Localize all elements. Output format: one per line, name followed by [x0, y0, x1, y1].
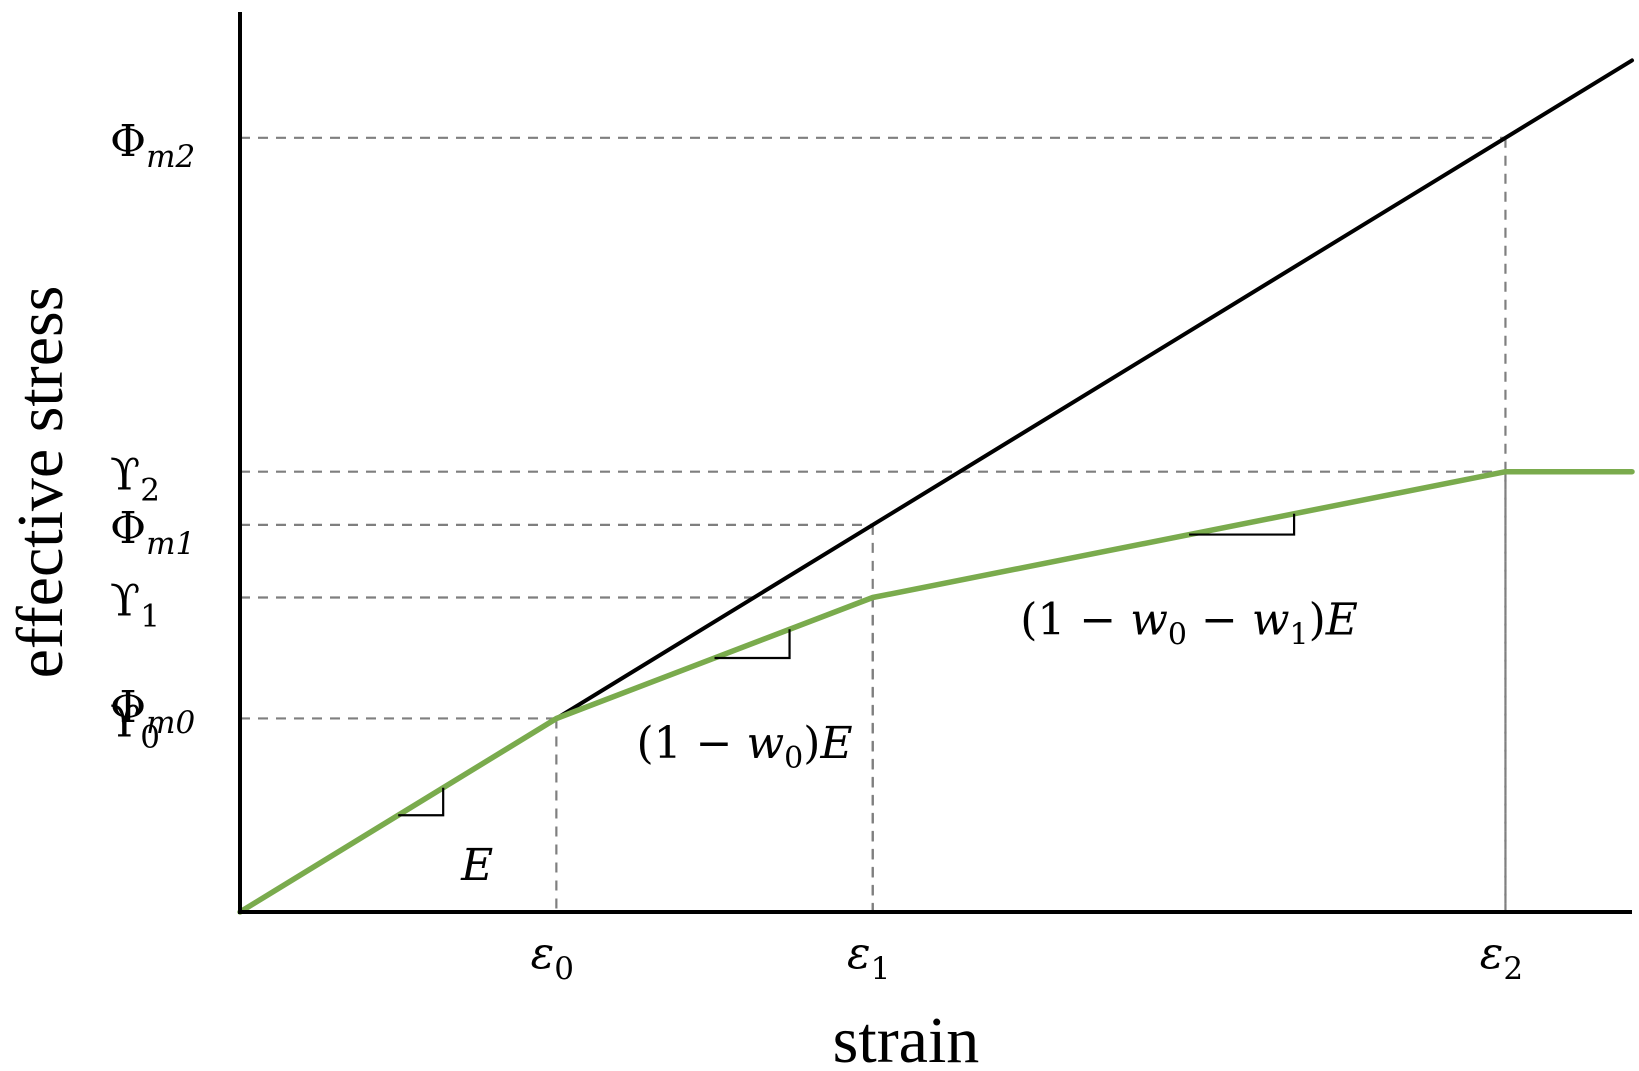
y-tick-label-3-symbol: ϒ — [110, 575, 140, 626]
slope-triangles — [398, 513, 1296, 817]
slope-label-part: (1 − — [1020, 595, 1130, 646]
slope-label-1: (1 − w0)E — [637, 718, 853, 776]
slope-label-part: E — [460, 840, 493, 891]
y-tick-label-5-symbol: ϒ — [110, 696, 140, 747]
slope-label-part: − — [1187, 595, 1252, 646]
y-tick-label-3: ϒ1 — [110, 575, 160, 634]
y-tick-label-4: Φm0 — [110, 682, 195, 741]
x-tick-label-0: ε0 — [531, 928, 574, 987]
slope-label-2: (1 − w0 − w1)E — [1020, 595, 1358, 653]
y-tick-label-3-subscript: 1 — [140, 598, 160, 634]
x-axis-title: strain — [833, 1004, 980, 1071]
x-tick-label-1: ε1 — [847, 928, 890, 987]
x-tick-label-2: ε2 — [1480, 928, 1523, 987]
y-tick-label-1: ϒ2 — [110, 450, 160, 509]
slope-triangle-0 — [398, 787, 445, 817]
y-tick-label-4-symbol: Φ — [110, 682, 146, 733]
y-tick-label-0-symbol: Φ — [110, 116, 146, 167]
slope-label-part: 0 — [784, 741, 803, 776]
y-tick-label-0-subscript: m2 — [146, 139, 195, 175]
dashed-guides — [240, 136, 1507, 912]
slope-label-part: E — [1325, 595, 1358, 646]
slope-label-part: (1 − — [637, 718, 747, 769]
slope-label-part: E — [819, 718, 852, 769]
y-tick-label-2-symbol: Φ — [110, 503, 146, 554]
y-tick-label-2: Φm1 — [110, 503, 195, 562]
slope-labels: E(1 − w0)E(1 − w0 − w1)E — [460, 595, 1358, 892]
y-axis-title: effective stress — [4, 286, 77, 679]
axes — [238, 12, 1632, 914]
y-tick-label-5: ϒ0 — [110, 696, 160, 755]
slope-label-part: 1 — [1290, 618, 1309, 653]
slope-label-part: w — [1130, 595, 1168, 646]
x-tick-label-1-subscript: 1 — [871, 951, 891, 987]
y-tick-label-1-subscript: 2 — [140, 473, 160, 509]
slope-label-part: ) — [1309, 595, 1326, 646]
x-tick-label-2-symbol: ε — [1480, 928, 1504, 979]
x-tick-label-1-symbol: ε — [847, 928, 871, 979]
x-tick-label-0-symbol: ε — [531, 928, 555, 979]
x-tick-label-2-subscript: 2 — [1503, 951, 1523, 987]
slope-triangle-2 — [1189, 513, 1296, 536]
y-tick-label-4-subscript: m0 — [146, 705, 195, 741]
damaged-response-line — [237, 468, 1635, 915]
y-tick-label-5-subscript: 0 — [140, 719, 160, 755]
slope-triangle-1 — [714, 629, 791, 660]
y-tick-label-0: Φm2 — [110, 116, 195, 175]
slope-label-0: E — [460, 840, 493, 891]
y-tick-label-2-subscript: m1 — [146, 526, 195, 562]
slope-label-part: 0 — [1168, 618, 1187, 653]
slope-label-part: w — [747, 718, 785, 769]
curves — [237, 58, 1635, 915]
slope-label-part: w — [1252, 595, 1290, 646]
slope-label-part: ) — [803, 718, 820, 769]
y-tick-label-1-symbol: ϒ — [110, 450, 140, 501]
x-tick-label-0-subscript: 0 — [554, 951, 574, 987]
